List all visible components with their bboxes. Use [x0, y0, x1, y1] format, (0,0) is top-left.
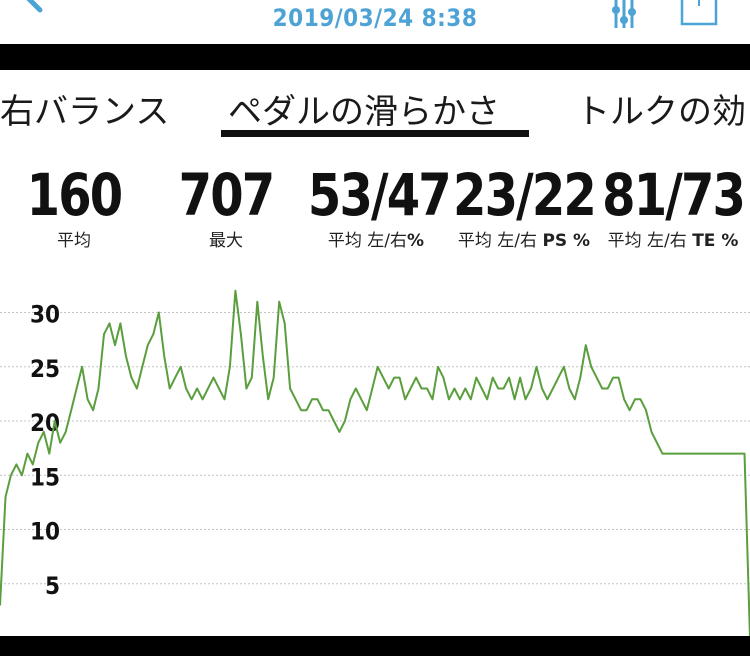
stat-value: 707	[178, 161, 276, 229]
metric-tabs: 右バランス ペダルの滑らかさ トルクの効	[0, 84, 750, 140]
chevron-left-icon[interactable]	[0, 0, 60, 26]
stat-value: 81/73	[602, 161, 746, 229]
share-icon[interactable]	[674, 0, 722, 28]
y-tick-label: 25	[30, 355, 60, 383]
y-tick-label: 10	[30, 518, 60, 546]
top-bar: 2019/03/24 8:38	[0, 0, 750, 46]
tab-torque-effectiveness[interactable]: トルクの効	[576, 92, 746, 132]
bottom-bar	[0, 636, 750, 656]
header-divider-bar	[0, 44, 750, 70]
data-line	[0, 289, 750, 638]
stat-label: 最大	[209, 231, 243, 251]
stat-label: 平均 左/右 TE %	[607, 231, 739, 251]
active-tab-indicator	[221, 130, 529, 137]
stat-label: 平均	[57, 231, 91, 251]
stat-lr-ps: 23/22 平均 左/右 PS %	[446, 160, 602, 252]
stat-label: 平均 左/右%	[327, 231, 425, 251]
stat-max: 707 最大	[166, 160, 286, 252]
stat-label: 平均 左/右 PS %	[457, 231, 591, 251]
stat-lr-balance: 53/47 平均 左/右%	[302, 160, 452, 252]
y-tick-label: 30	[30, 301, 60, 329]
stat-average: 160 平均	[14, 160, 134, 252]
tab-pedal-smoothness[interactable]: ペダルの滑らかさ	[228, 92, 500, 132]
stat-lr-te: 81/73 平均 左/右 TE %	[596, 160, 750, 252]
stat-value: 23/22	[453, 161, 597, 229]
stat-value: 160	[26, 161, 124, 229]
y-tick-label: 15	[30, 463, 60, 491]
y-tick-label: 5	[45, 572, 60, 600]
sliders-icon[interactable]	[608, 0, 640, 34]
stat-value: 53/47	[307, 161, 452, 229]
date-time: 2019/03/24 8:38	[272, 4, 478, 32]
tab-right-balance[interactable]: 右バランス	[0, 92, 170, 132]
